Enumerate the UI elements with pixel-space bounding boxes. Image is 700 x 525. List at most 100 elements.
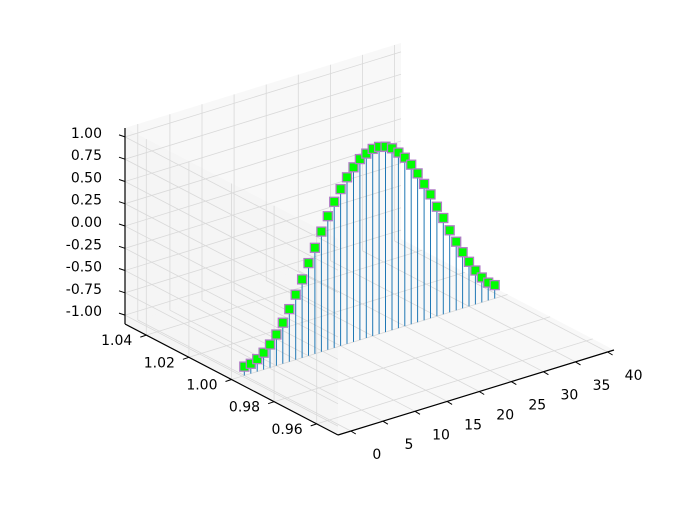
z-tick [118,245,126,249]
z-tick [118,223,126,227]
x-tick [575,361,581,366]
z-tick [118,156,126,160]
x-tick-label: 0 [372,447,381,463]
grid-line-y-floor [273,316,551,403]
data-point-marker [271,329,282,340]
x-tick [414,410,421,415]
z-tick [118,312,126,316]
z-tick [118,134,126,138]
data-point-marker [406,159,417,170]
z-tick-label: -0.50 [66,260,102,276]
y-tick [182,356,190,360]
y-tick-label: 0.98 [229,400,260,416]
grid-line-y-floor [231,294,508,380]
data-point-marker [309,242,321,253]
data-point-marker [322,211,333,222]
x-tick-label: 30 [560,388,578,404]
x-axis-line [337,349,615,436]
y-tick [140,334,147,338]
x-tick [350,430,357,435]
grid-line-y-floor [316,338,593,425]
grid-line-z-back [124,118,402,205]
grid-line-z-side [124,270,339,382]
data-point-marker [329,196,340,207]
z-tick [118,268,126,271]
x-tick-label: 20 [496,408,514,424]
data-point-marker [296,274,308,285]
data-point-marker [470,265,481,276]
x-tick [511,381,517,386]
data-point-marker [451,236,462,247]
grid-line-y-floor [188,271,466,358]
data-point-marker [354,153,366,165]
y-tick-label: 1.00 [186,378,217,394]
tick-marks [118,134,613,435]
y-tick-label: 0.96 [272,422,303,438]
grid-line-y-floor [146,249,423,336]
data-point-marker [444,225,455,236]
data-point-marker [348,162,359,173]
z-tick-label: -0.75 [66,282,102,298]
x-tick-label: 40 [625,368,643,384]
grid-line-z-back [124,162,402,249]
grid-line-z-back [124,73,402,160]
data-markers [239,141,500,372]
z-tick-label: 0.25 [71,193,102,209]
grid-line-z-side [124,158,339,271]
data-point-marker [399,152,410,163]
x-tick-label: 35 [593,378,611,394]
tick-labels: 0 5 10 15 20 25 30 35 40 0.96 0.98 1.00 1.02 1.04 -1.0… [66,126,643,463]
data-point-marker [425,189,436,200]
grid-line-z-side [124,136,339,249]
grid-line-z-side [124,314,339,427]
z-tick-label: -1.00 [66,304,102,320]
z-tick [118,290,126,294]
data-point-marker [316,226,327,237]
y-tick-label: 1.02 [144,355,175,371]
z-tick-label: -0.25 [66,237,102,253]
data-point-marker [290,289,301,300]
grid-line-z-back [124,96,402,182]
data-point-marker [457,247,468,258]
data-point-marker [277,317,288,328]
data-point-marker [489,279,500,291]
y-tick [267,401,275,405]
x-tick-label: 25 [528,398,546,414]
x-tick [478,391,485,395]
x-tick [382,420,389,425]
data-point-marker [412,168,423,179]
data-point-marker [258,347,269,358]
grid-line-z-back [124,207,402,294]
data-point-marker [438,212,449,224]
x-tick [543,371,549,376]
data-point-marker [264,339,276,350]
data-point-marker [463,256,475,267]
data-point-marker [418,178,430,190]
grid-lines [124,45,608,432]
grid-line-z-back [124,51,402,138]
y-tick [225,379,232,382]
data-point-marker [335,183,346,195]
grid-line-z-side [124,181,339,293]
axis-panes [125,43,614,435]
stem-lines [243,146,496,376]
z-tick-label: 1.00 [71,126,102,142]
data-point-marker [284,303,295,315]
grid-line-z-side [124,292,339,405]
z-tick [118,179,126,182]
grid-line-z-back [124,185,402,271]
x-tick [607,351,613,356]
z-tick-label: 0.00 [71,215,102,231]
data-point-marker [341,172,353,183]
data-point-marker [303,257,314,269]
x-tick [446,400,453,405]
z-tick-label: 0.75 [71,148,102,164]
data-point-marker [252,353,263,365]
z-tick-label: 0.50 [71,171,102,187]
x-tick-label: 15 [464,417,482,433]
y-tick-label: 1.04 [101,333,132,349]
x-tick-label: 10 [432,427,450,443]
x-tick-label: 5 [404,437,413,453]
data-point-marker [431,201,443,212]
